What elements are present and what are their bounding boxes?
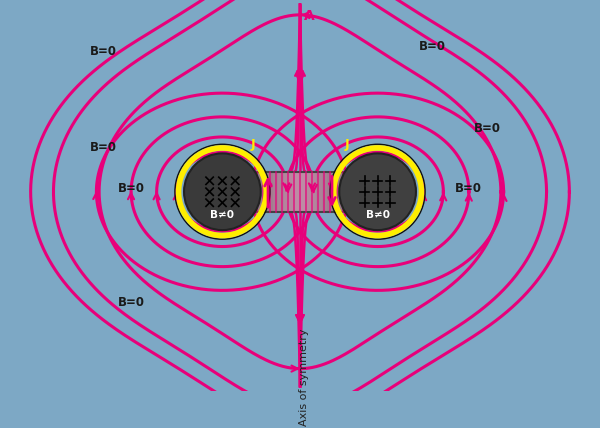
Text: B≠0: B≠0 <box>365 211 389 220</box>
Text: B=0: B=0 <box>118 182 145 195</box>
Bar <box>322 172 328 212</box>
Bar <box>316 172 322 212</box>
Text: J: J <box>251 138 256 151</box>
Bar <box>251 172 257 212</box>
Bar <box>300 172 306 212</box>
Bar <box>349 172 355 212</box>
Bar <box>256 172 262 212</box>
Bar <box>338 172 344 212</box>
Bar <box>333 172 339 212</box>
Bar <box>289 172 295 212</box>
Bar <box>295 172 301 212</box>
Text: B≠0: B≠0 <box>211 211 235 220</box>
Bar <box>245 172 251 212</box>
Circle shape <box>184 153 261 230</box>
Text: J: J <box>344 138 349 151</box>
Bar <box>267 172 273 212</box>
Text: B=0: B=0 <box>419 40 446 53</box>
Bar <box>262 172 268 212</box>
Text: B=0: B=0 <box>473 122 500 135</box>
Circle shape <box>339 153 416 230</box>
Text: B=0: B=0 <box>90 141 117 154</box>
Bar <box>311 172 317 212</box>
Text: Axis of symmetry: Axis of symmetry <box>299 328 309 426</box>
Bar <box>284 172 289 212</box>
Bar <box>305 172 311 212</box>
Bar <box>278 172 284 212</box>
Bar <box>272 172 278 212</box>
Bar <box>328 172 334 212</box>
Text: B=0: B=0 <box>118 296 145 309</box>
Text: A: A <box>304 9 314 23</box>
Text: B=0: B=0 <box>90 45 117 58</box>
Bar <box>344 172 350 212</box>
Text: B=0: B=0 <box>455 182 482 195</box>
